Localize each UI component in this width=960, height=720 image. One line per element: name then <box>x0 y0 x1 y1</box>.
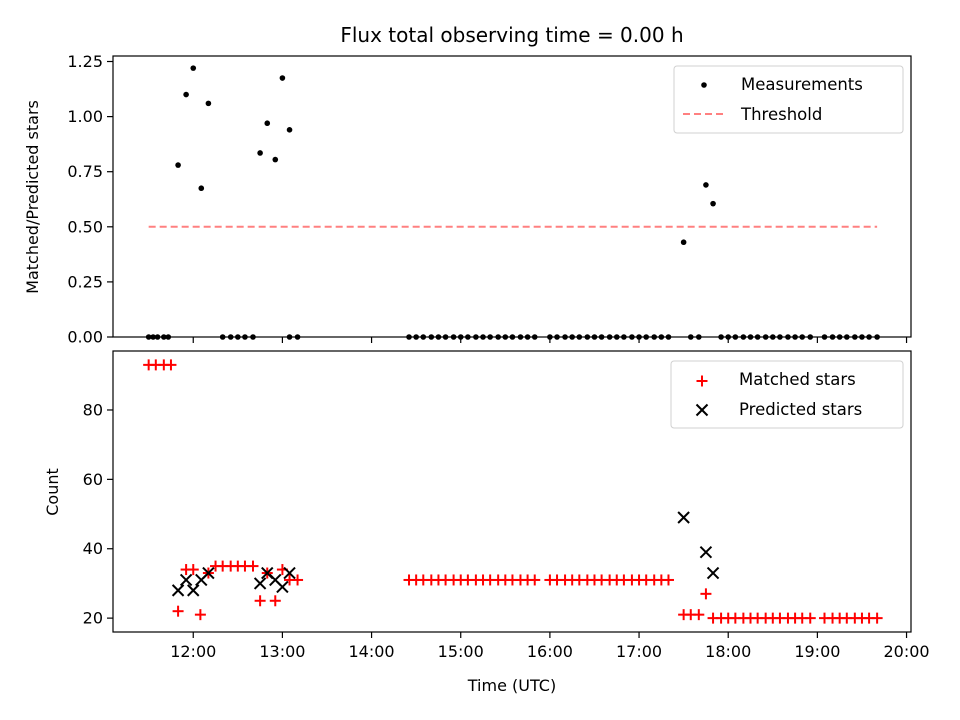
top-y-tick-label: 0.25 <box>67 272 103 291</box>
predicted-star-point <box>253 577 267 590</box>
measurement-point <box>183 91 189 98</box>
matched-star-point <box>247 560 259 572</box>
x-axis-label: Time (UTC) <box>467 676 556 695</box>
matched-star-point <box>194 609 206 621</box>
x-tick-label: 12:00 <box>170 642 216 661</box>
predicted-star-point <box>171 584 185 597</box>
bottom-y-tick-label: 80 <box>83 400 103 419</box>
x-tick-label: 19:00 <box>794 642 840 661</box>
top-y-tick-label: 1.00 <box>67 107 103 126</box>
predicted-star-point <box>283 566 296 580</box>
bottom-y-axis: 20 40 60 80 <box>83 400 113 628</box>
legend-measurements-label: Measurements <box>741 75 863 94</box>
legend-matched-label: Matched stars <box>739 370 856 389</box>
top-y-tick-label: 0.50 <box>67 217 103 236</box>
bottom-axes-frame <box>112 350 912 633</box>
measurement-point <box>272 156 279 163</box>
top-y-tick-label: 0.75 <box>67 162 103 181</box>
x-tick-label: 18:00 <box>705 642 751 661</box>
matched-star-point <box>187 564 199 576</box>
measurement-point <box>190 65 197 71</box>
predicted-star-point <box>677 511 690 524</box>
top-x-ticks <box>192 337 908 343</box>
top-y-tick-label: 1.25 <box>67 52 103 71</box>
measurement-point <box>257 150 263 156</box>
top-y-axis-label: Matched/Predicted stars <box>23 100 42 294</box>
legend-threshold-label: Threshold <box>740 105 822 124</box>
bottom-y-tick-label: 20 <box>83 609 103 628</box>
measurement-point <box>680 239 687 246</box>
x-tick-label: 20:00 <box>883 642 929 661</box>
top-legend: Measurements Threshold <box>673 65 904 134</box>
matched-star-point <box>871 612 883 624</box>
predicted-star-point <box>179 573 193 587</box>
bottom-x-axis: 12:00 13:00 14:00 15:00 16:00 17:00 18:00 19:00… <box>170 632 930 661</box>
bottom-y-tick-label: 40 <box>83 539 103 558</box>
measurement-point <box>205 100 212 107</box>
matched-star-point <box>693 609 705 621</box>
matched-star-point <box>700 588 712 600</box>
matched-star-point <box>292 574 304 586</box>
measurement-point <box>264 120 271 127</box>
top-legend-box <box>673 65 904 134</box>
matched-star-point <box>165 359 177 371</box>
measurement-point <box>279 75 286 81</box>
measurement-point <box>703 182 709 188</box>
matched-star-point <box>529 574 541 586</box>
bottom-legend-box <box>670 360 904 429</box>
measurement-point <box>175 162 181 168</box>
predicted-star-point <box>187 584 200 597</box>
matched-star-point <box>172 605 184 617</box>
predicted-star-point <box>699 546 713 559</box>
bottom-legend: Matched stars Predicted stars <box>670 360 904 429</box>
legend-matched-marker <box>696 375 708 387</box>
x-tick-label: 13:00 <box>259 642 305 661</box>
predicted-star-point <box>706 566 720 580</box>
top-y-axis: 0.00 0.25 0.50 0.75 1.00 1.25 <box>67 52 113 347</box>
bottom-y-axis-label: Count <box>43 468 62 516</box>
predicted-star-point <box>276 580 289 594</box>
top-y-tick-label: 0.00 <box>67 328 103 347</box>
measurement-point <box>198 185 205 192</box>
predicted-star-point <box>202 566 215 580</box>
bottom-y-tick-label: 60 <box>83 470 103 489</box>
top-axes-frame <box>112 55 912 338</box>
bottom-marks-layer <box>143 359 883 624</box>
x-tick-label: 17:00 <box>616 642 662 661</box>
x-tick-label: 15:00 <box>438 642 484 661</box>
x-tick-label: 16:00 <box>527 642 573 661</box>
legend-measurements-marker <box>701 82 707 88</box>
top-chart-title: Flux total observing time = 0.00 h <box>340 23 683 47</box>
matched-star-point <box>254 595 266 607</box>
matched-star-point <box>269 595 281 607</box>
legend-predicted-marker <box>695 403 709 417</box>
legend-predicted-label: Predicted stars <box>739 400 862 419</box>
measurement-point <box>710 200 716 207</box>
matched-star-point <box>804 612 816 624</box>
matched-star-point <box>662 574 674 586</box>
x-tick-label: 14:00 <box>349 642 395 661</box>
measurement-point <box>286 127 293 133</box>
top-panel: Flux total observing time = 0.00 h 0.000… <box>23 23 912 347</box>
